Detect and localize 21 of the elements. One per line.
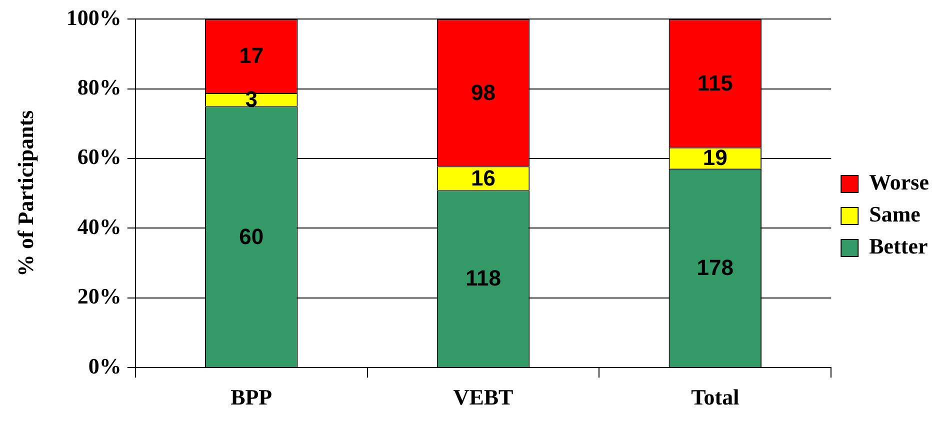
x-tick-label: VEBT — [453, 384, 514, 410]
y-tick-label: 60% — [77, 144, 122, 170]
y-tick-label: 100% — [66, 4, 122, 30]
annotation: 178 — [696, 254, 734, 280]
y-tick-label: 0% — [88, 353, 122, 378]
x-tick-label: Total — [691, 384, 740, 410]
legend-label: Better — [869, 234, 928, 259]
legend-label: Worse — [869, 170, 930, 195]
legend-label: Same — [869, 202, 921, 227]
x-tick-label: BPP — [230, 384, 272, 410]
annotation: 17 — [239, 43, 264, 68]
annotation: 60 — [239, 224, 264, 249]
annotation: 115 — [697, 70, 733, 96]
y-axis-title: % of Participants — [12, 110, 38, 276]
y-tick-label: 20% — [77, 284, 122, 309]
annotation: 98 — [471, 80, 496, 105]
annotation: 118 — [466, 266, 502, 291]
annotation: 19 — [702, 145, 728, 170]
y-tick-label: 80% — [77, 74, 122, 100]
y-tick-label: 40% — [77, 214, 122, 239]
annotation: 16 — [471, 165, 496, 190]
